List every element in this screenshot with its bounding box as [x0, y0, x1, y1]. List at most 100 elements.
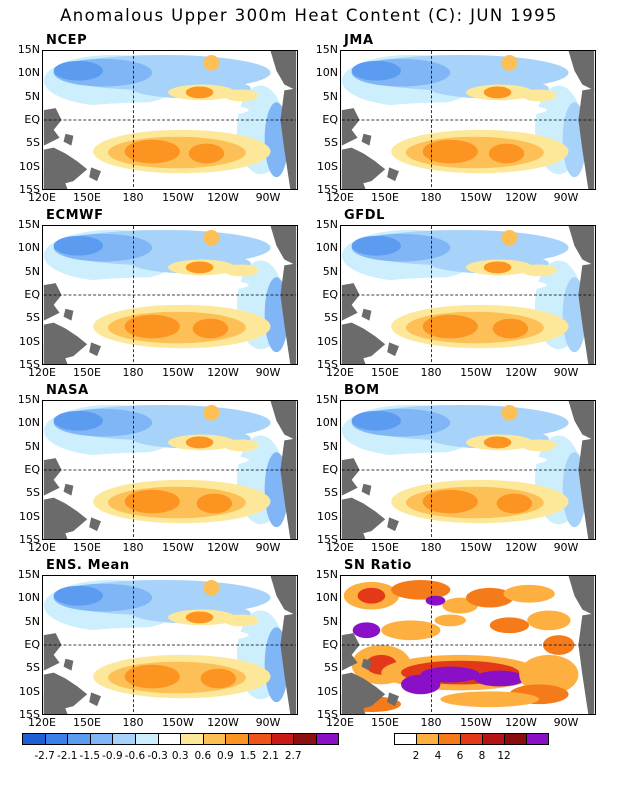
warm-anomaly-shape	[200, 668, 237, 689]
latitude-tick-label: 15N	[17, 568, 40, 581]
land-asia	[43, 458, 62, 496]
colorbar-swatch	[460, 733, 483, 745]
warm-anomaly-shape	[203, 404, 220, 421]
warm-anomaly-shape	[496, 493, 533, 514]
longitude-tick-label: 120E	[326, 366, 354, 379]
land-island	[89, 517, 101, 532]
longitude-tick-label: 120E	[28, 541, 56, 554]
longitude-tick-label: 90W	[553, 366, 579, 379]
land-island	[63, 483, 74, 496]
cool-anomaly-shape	[351, 235, 401, 256]
colorbar-swatch	[416, 733, 439, 745]
sn-ratio-shape	[466, 587, 514, 608]
colorbar-swatch	[504, 733, 527, 745]
latitude-tick-label: EQ	[322, 638, 338, 651]
panel-title: NASA	[46, 383, 89, 398]
colorbar-label: 6	[456, 750, 464, 762]
neutral-shape	[71, 452, 249, 469]
map-plot	[42, 225, 298, 365]
warm-anomaly-shape	[483, 86, 512, 99]
colorbar-swatch	[44, 733, 69, 745]
longitude-tick-label: 120W	[207, 541, 239, 554]
longitude-tick-label: 120W	[207, 716, 239, 729]
land-australia	[43, 169, 68, 189]
colorbar-swatch	[89, 733, 114, 745]
longitude-tick-label: 120W	[505, 541, 537, 554]
land-asia	[341, 633, 360, 671]
colorbar-swatch	[482, 733, 505, 745]
land-island	[63, 658, 74, 671]
cool-anomaly-shape	[53, 410, 103, 431]
latitude-tick-label: 15N	[315, 568, 338, 581]
sn-ratio-shape	[357, 587, 386, 604]
warm-anomaly-shape	[422, 314, 478, 339]
sn-ratio-shape	[503, 584, 555, 603]
longitude-tick-label: 120W	[207, 191, 239, 204]
colorbar-label: -0.9	[102, 750, 123, 762]
map-plot	[340, 400, 596, 540]
map-plot	[42, 575, 298, 715]
warm-anomaly-shape	[501, 54, 518, 71]
land-south-america	[280, 263, 297, 364]
latitude-tick-label: 5S	[26, 136, 40, 150]
latitude-tick-label: 5N	[24, 439, 40, 453]
longitude-tick-label: 120E	[28, 716, 56, 729]
neutral-shape	[369, 277, 547, 294]
cool-anomaly-shape	[53, 60, 103, 81]
latitude-tick-label: 15S	[19, 358, 40, 371]
latitude-tick-label: 10N	[17, 241, 40, 255]
longitude-tick-label: 150E	[371, 716, 399, 729]
longitude-tick-label: 150E	[371, 191, 399, 204]
neutral-shape	[369, 452, 547, 469]
panel-title: GFDL	[344, 208, 386, 223]
longitude-tick-label: 90W	[553, 191, 579, 204]
warm-anomaly-shape	[501, 229, 518, 246]
land-australia	[43, 694, 68, 714]
colorbar-label: 0.9	[217, 750, 234, 762]
latitude-tick-label: EQ	[24, 288, 40, 301]
warm-anomaly-shape	[185, 86, 214, 99]
map-panel	[42, 50, 298, 190]
sn-ratio-shape	[425, 595, 446, 606]
latitude-tick-label: 15S	[19, 533, 40, 546]
map-plot	[340, 225, 596, 365]
latitude-tick-label: 15N	[17, 43, 40, 56]
land-island	[387, 342, 399, 357]
colorbar-swatch	[157, 733, 182, 745]
latitude-tick-label: 10S	[19, 159, 40, 173]
land-island	[89, 167, 101, 182]
warm-anomaly-shape	[223, 439, 259, 452]
longitude-tick-label: 180	[420, 716, 442, 729]
latitude-tick-label: EQ	[24, 463, 40, 476]
warm-anomaly-shape	[422, 139, 478, 164]
land-asia	[341, 458, 360, 496]
longitude-tick-label: 120W	[505, 191, 537, 204]
longitude-tick-label: 150W	[162, 541, 194, 554]
land-central-america	[270, 576, 297, 616]
latitude-tick-label: 5S	[324, 311, 338, 325]
colorbar-swatch	[248, 733, 272, 745]
longitude-tick-label: 150W	[162, 191, 194, 204]
longitude-tick-label: 180	[122, 716, 144, 729]
warm-anomaly-shape	[492, 318, 529, 339]
colorbar-label: 0.3	[171, 750, 189, 762]
warm-anomaly-shape	[203, 54, 220, 71]
longitude-tick-label: 90W	[255, 191, 281, 204]
longitude-tick-label: 180	[122, 541, 144, 554]
neutral-shape	[71, 102, 249, 119]
map-panel	[42, 400, 298, 540]
land-island	[361, 658, 372, 671]
longitude-tick-label: 120E	[28, 191, 56, 204]
latitude-tick-label: 5S	[324, 661, 338, 675]
latitude-tick-label: EQ	[322, 113, 338, 126]
land-central-america	[270, 51, 297, 91]
latitude-tick-label: 5S	[26, 661, 40, 675]
land-australia	[341, 344, 366, 364]
longitude-tick-label: 150E	[73, 541, 101, 554]
land-south-america	[280, 88, 297, 189]
land-island	[387, 692, 399, 707]
colorbar-swatch	[315, 733, 340, 745]
longitude-tick-label: 150E	[73, 716, 101, 729]
panel-title: ENS. Mean	[46, 558, 130, 573]
land-island	[361, 133, 372, 146]
